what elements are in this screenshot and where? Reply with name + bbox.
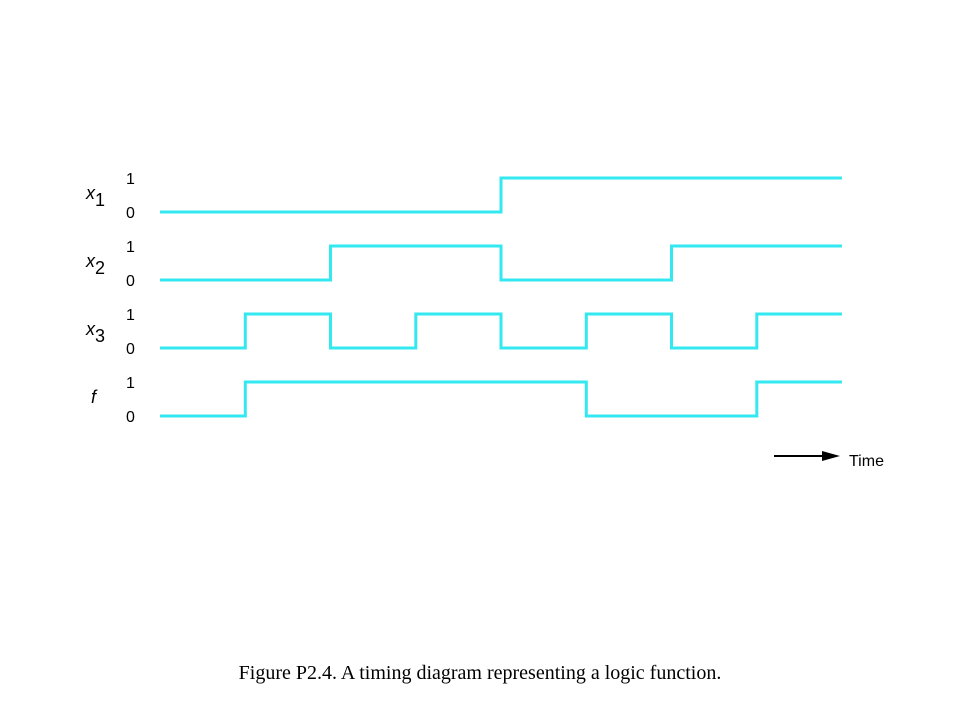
level-low-label: 0: [126, 409, 135, 426]
time-axis: Time: [774, 451, 884, 470]
waveform-x3: [160, 312, 842, 350]
signal-row-x3: x3 1 0: [85, 307, 842, 358]
signal-row-x2: x2 1 0: [85, 239, 842, 290]
waveform-x2: [160, 244, 842, 282]
waveform-f: [160, 380, 842, 418]
signals-layer: x1 1 0 x2 1 0 x3 1 0 f 1 0: [85, 171, 842, 426]
level-high-label: 1: [126, 307, 135, 324]
level-low-label: 0: [126, 273, 135, 290]
signal-name-x2: x2: [85, 251, 105, 278]
level-high-label: 1: [126, 239, 135, 256]
level-low-label: 0: [126, 341, 135, 358]
signal-row-x1: x1 1 0: [85, 171, 842, 222]
signal-name-f: f: [91, 387, 98, 407]
level-high-label: 1: [126, 375, 135, 392]
waveform-x1: [160, 176, 842, 214]
signal-name-x1: x1: [85, 183, 105, 210]
time-arrow-head: [822, 451, 840, 461]
signal-name-x3: x3: [85, 319, 105, 346]
time-label: Time: [849, 453, 884, 470]
level-high-label: 1: [126, 171, 135, 188]
level-low-label: 0: [126, 205, 135, 222]
signal-row-f: f 1 0: [91, 375, 842, 426]
figure-caption: Figure P2.4. A timing diagram representi…: [238, 662, 722, 684]
